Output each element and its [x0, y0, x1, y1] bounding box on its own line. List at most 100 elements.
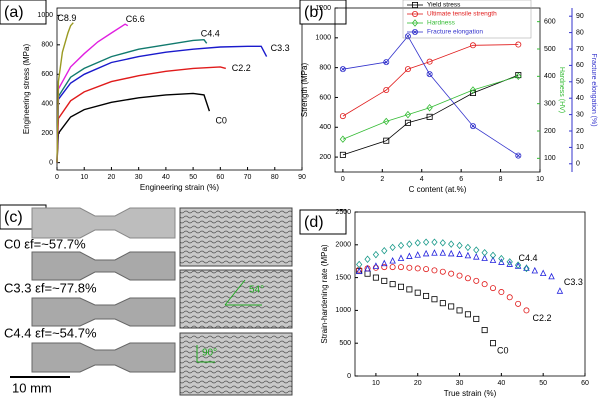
y-tick-label: 20	[576, 128, 584, 135]
marker	[523, 264, 530, 271]
marker	[481, 248, 488, 257]
panel-label-box	[299, 209, 347, 235]
x-tick-label: 2	[380, 176, 384, 183]
y-tick-label: 2000	[335, 242, 351, 249]
y-tick-label: 100	[544, 155, 556, 162]
marker	[381, 277, 388, 284]
marker	[389, 243, 396, 252]
marker	[404, 119, 411, 126]
marker	[426, 104, 433, 112]
x-tick-label: 10	[80, 174, 88, 181]
marker	[464, 251, 472, 259]
marker	[414, 289, 421, 296]
x-tick-label: 30	[135, 174, 143, 181]
marker	[515, 72, 522, 79]
series-line	[56, 45, 268, 163]
x-tick-label: 50	[539, 380, 547, 387]
marker	[389, 257, 396, 264]
marker	[411, 10, 418, 17]
marker	[397, 264, 404, 271]
scale-bar-label: 10 mm	[12, 380, 52, 395]
marker	[489, 285, 496, 292]
marker	[481, 281, 488, 288]
marker	[489, 340, 496, 347]
marker	[431, 267, 438, 274]
y-tick-label: 500	[339, 340, 351, 347]
marker	[439, 239, 446, 247]
x-tick-label: 10	[536, 176, 544, 183]
marker	[481, 327, 488, 334]
marker	[404, 110, 412, 119]
series-label: C3.3	[564, 277, 583, 287]
marker	[364, 264, 371, 272]
marker	[426, 71, 433, 78]
y-axis-label: Engineering stress (MPa)	[22, 44, 31, 135]
angle-label: 54°	[249, 285, 264, 296]
caption: C3.3 εf=~77.8%	[4, 280, 97, 295]
y-tick-label: 0	[347, 373, 351, 380]
y-tick-label: 500	[544, 46, 556, 53]
marker	[515, 41, 522, 48]
marker	[464, 275, 471, 282]
y-axis-label: Strength (MPa)	[300, 63, 309, 118]
marker	[464, 311, 471, 318]
x-axis-label: C content (at.%)	[409, 185, 467, 194]
marker	[473, 277, 480, 284]
series-line	[56, 22, 74, 163]
series-line	[342, 35, 519, 156]
legend-box	[402, 0, 532, 39]
marker	[372, 262, 380, 269]
marker	[339, 66, 346, 73]
marker	[339, 113, 346, 120]
panel-label: (b)	[304, 4, 324, 21]
marker	[456, 250, 463, 257]
marker	[447, 249, 455, 257]
y3-axis-label: Fracture elongation (%)	[590, 53, 597, 126]
marker	[469, 42, 476, 49]
marker	[389, 264, 396, 271]
marker	[372, 274, 379, 281]
series-label: C2.2	[532, 313, 551, 323]
series-label: C4.4	[518, 253, 537, 263]
x-tick-label: 8	[499, 176, 503, 183]
caption: C0 εf=~57.7%	[4, 236, 86, 251]
legend-label: Hardness	[427, 20, 456, 27]
marker	[426, 58, 433, 65]
x-tick-label: 0	[55, 174, 59, 181]
series-line	[56, 66, 226, 163]
specimen	[31, 207, 176, 239]
series-line	[56, 23, 129, 163]
y-tick-label: 0	[576, 161, 580, 168]
marker	[364, 255, 371, 263]
marker	[355, 267, 363, 275]
panel-label: (a)	[4, 4, 24, 21]
x-tick-label: 40	[497, 380, 505, 387]
marker	[539, 269, 547, 277]
y-tick-label: 0	[49, 159, 53, 166]
marker	[406, 286, 413, 293]
marker	[498, 254, 505, 263]
y-tick-label: 400	[41, 101, 53, 108]
marker	[372, 250, 380, 259]
marker	[397, 241, 405, 250]
y-tick-label: 400	[544, 73, 556, 80]
plot-frame	[334, 7, 541, 173]
marker	[411, 2, 418, 8]
y-tick-label: 1200	[315, 5, 331, 12]
marker	[469, 123, 476, 130]
x-tick-label: 20	[108, 174, 116, 181]
marker	[423, 266, 430, 273]
y2-axis-label: Hardness (HV)	[558, 67, 565, 113]
marker	[473, 246, 480, 254]
y-tick-label: 1000	[37, 12, 53, 19]
series-label: C0	[215, 115, 227, 125]
x-tick-label: 10	[372, 380, 380, 387]
marker	[406, 240, 413, 248]
marker	[498, 289, 505, 296]
specimen	[31, 251, 176, 281]
y-axis-label: Strain-hardening rate (MPa)	[320, 244, 329, 343]
y-tick-label: 800	[41, 42, 53, 49]
marker	[364, 270, 371, 277]
specimen	[31, 297, 176, 327]
